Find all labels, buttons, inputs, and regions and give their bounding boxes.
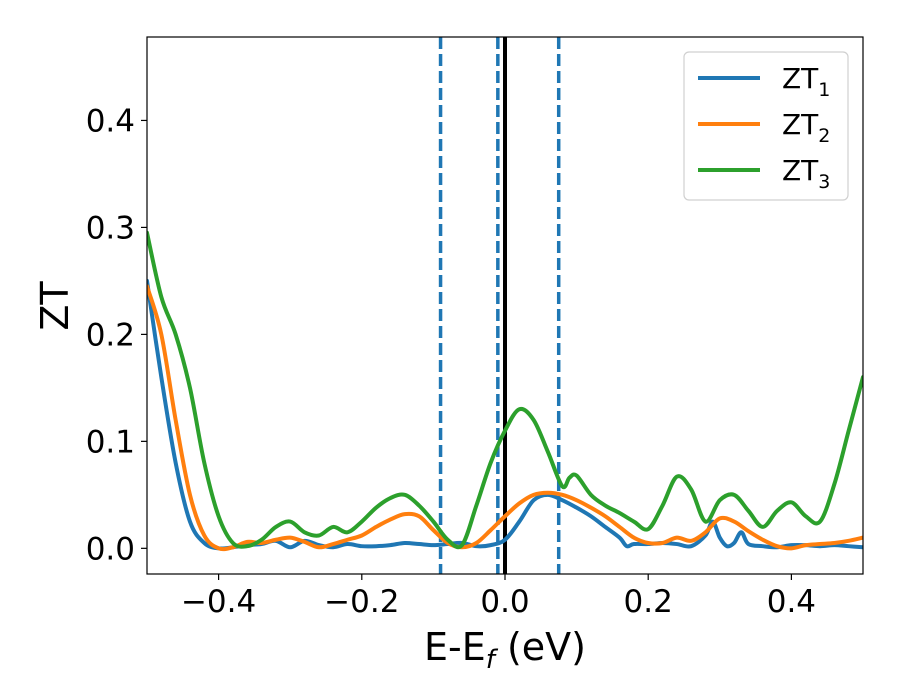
x-tick-label: 0.0 [480,584,529,620]
y-tick-label: 0.4 [86,103,135,139]
x-axis: −0.4 −0.2 0.0 0.2 0.4 [181,574,816,620]
x-tick-label: 0.2 [624,584,673,620]
legend-label-zt3: ZT3 [782,154,830,193]
legend-frame [683,51,849,201]
y-axis: 0.0 0.1 0.2 0.3 0.4 [86,103,147,567]
x-axis-title: E-Ef (eV) [424,625,586,675]
legend-label-zt2: ZT2 [782,108,830,147]
y-axis-title: ZT [33,281,77,331]
vertical-lines [438,37,561,574]
x-tick-label: −0.4 [181,584,256,620]
x-axis-title-unit: (eV) [495,625,586,669]
series-line-zt3 [147,230,863,550]
y-tick-label: 0.3 [86,210,135,246]
legend-label-zt1: ZT1 [782,62,830,101]
legend: ZT1 ZT2 ZT3 [683,51,849,201]
x-tick-label: −0.2 [324,584,399,620]
series-line-zt2 [147,284,863,552]
x-tick-label: 0.4 [767,584,816,620]
y-tick-label: 0.2 [86,317,135,353]
y-tick-label: 0.1 [86,424,135,460]
y-tick-label: 0.0 [86,531,135,567]
series-lines [147,230,863,552]
